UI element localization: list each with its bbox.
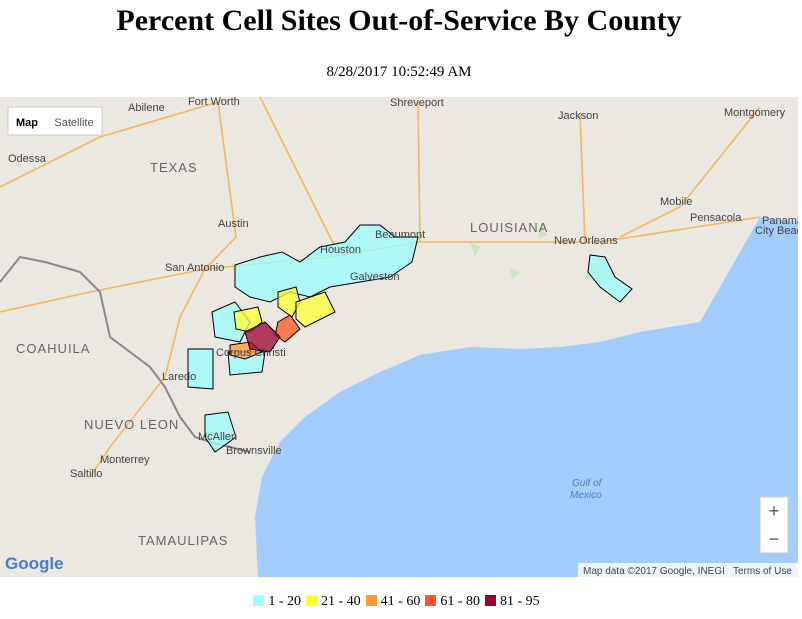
label: City Beach xyxy=(755,225,798,237)
satellite-button[interactable]: Satellite xyxy=(54,117,93,129)
gulf xyxy=(255,217,798,577)
label: Pensacola xyxy=(690,212,742,224)
legend-swatch xyxy=(365,595,377,606)
control-box xyxy=(7,106,103,136)
legend-label: 21 - 40 xyxy=(320,594,361,609)
attribution: Map data ©2017 Google, INEGI xyxy=(583,566,725,577)
label: Brownsville xyxy=(226,445,282,457)
legend-label: 1 - 20 xyxy=(268,594,301,609)
border xyxy=(0,255,251,453)
label: NUEVO LEON xyxy=(84,417,179,432)
label: Gulf of xyxy=(572,478,603,489)
terms[interactable]: Terms of Use xyxy=(733,566,792,577)
counties xyxy=(187,224,633,453)
label: Monterrey xyxy=(100,454,150,466)
map-type-control: Map Satellite xyxy=(7,106,103,136)
legend-swatch xyxy=(425,595,437,606)
zoom-in[interactable]: + xyxy=(769,501,780,521)
label: Corpus Christi xyxy=(216,347,286,359)
label: TEXAS xyxy=(150,160,198,175)
legend-swatch xyxy=(485,595,496,606)
legend: 1 - 20 21 - 40 41 - 60 61 - 80 81 - 95 xyxy=(0,594,798,610)
label: Saltillo xyxy=(70,468,102,480)
attribution-bg xyxy=(578,563,798,577)
legend-swatch xyxy=(305,595,317,606)
legend-label: 41 - 60 xyxy=(380,594,421,609)
map-labels: Abilene Fort Worth Shreveport Jackson Mo… xyxy=(8,97,798,548)
label: San Antonio xyxy=(165,262,224,274)
label: COAHUILA xyxy=(16,341,90,356)
label: Houston xyxy=(320,244,361,256)
label: Shreveport xyxy=(390,97,444,109)
label: Laredo xyxy=(162,371,196,383)
label: Fort Worth xyxy=(188,97,240,108)
label: McAllen xyxy=(198,431,237,443)
zoom-box xyxy=(759,496,789,554)
label: Austin xyxy=(218,218,249,230)
label: TAMAULIPAS xyxy=(138,533,228,548)
label: Abilene xyxy=(128,102,165,114)
zoom-out[interactable]: − xyxy=(769,529,780,549)
label: Jackson xyxy=(558,110,598,122)
google-logo: Google xyxy=(5,554,64,573)
legend-label: 81 - 95 xyxy=(500,594,540,609)
label: Mobile xyxy=(660,196,692,208)
legend-label: 61 - 80 xyxy=(440,594,480,609)
label: Montgomery xyxy=(724,107,786,119)
map[interactable]: Abilene Fort Worth Shreveport Jackson Mo… xyxy=(0,97,798,577)
label: LOUISIANA xyxy=(470,220,548,235)
title: Percent Cell Sites Out-of-Service By Cou… xyxy=(116,4,682,37)
label: Odessa xyxy=(8,153,47,165)
timestamp: 8/28/2017 10:52:49 AM xyxy=(326,64,472,80)
legend-swatch xyxy=(253,595,265,606)
label: Mexico xyxy=(570,490,602,501)
map-button[interactable]: Map xyxy=(16,117,38,129)
label: Beaumont xyxy=(375,229,425,241)
label: Galveston xyxy=(350,271,400,283)
label: Panama xyxy=(762,215,798,227)
label: New Orleans xyxy=(554,235,618,247)
